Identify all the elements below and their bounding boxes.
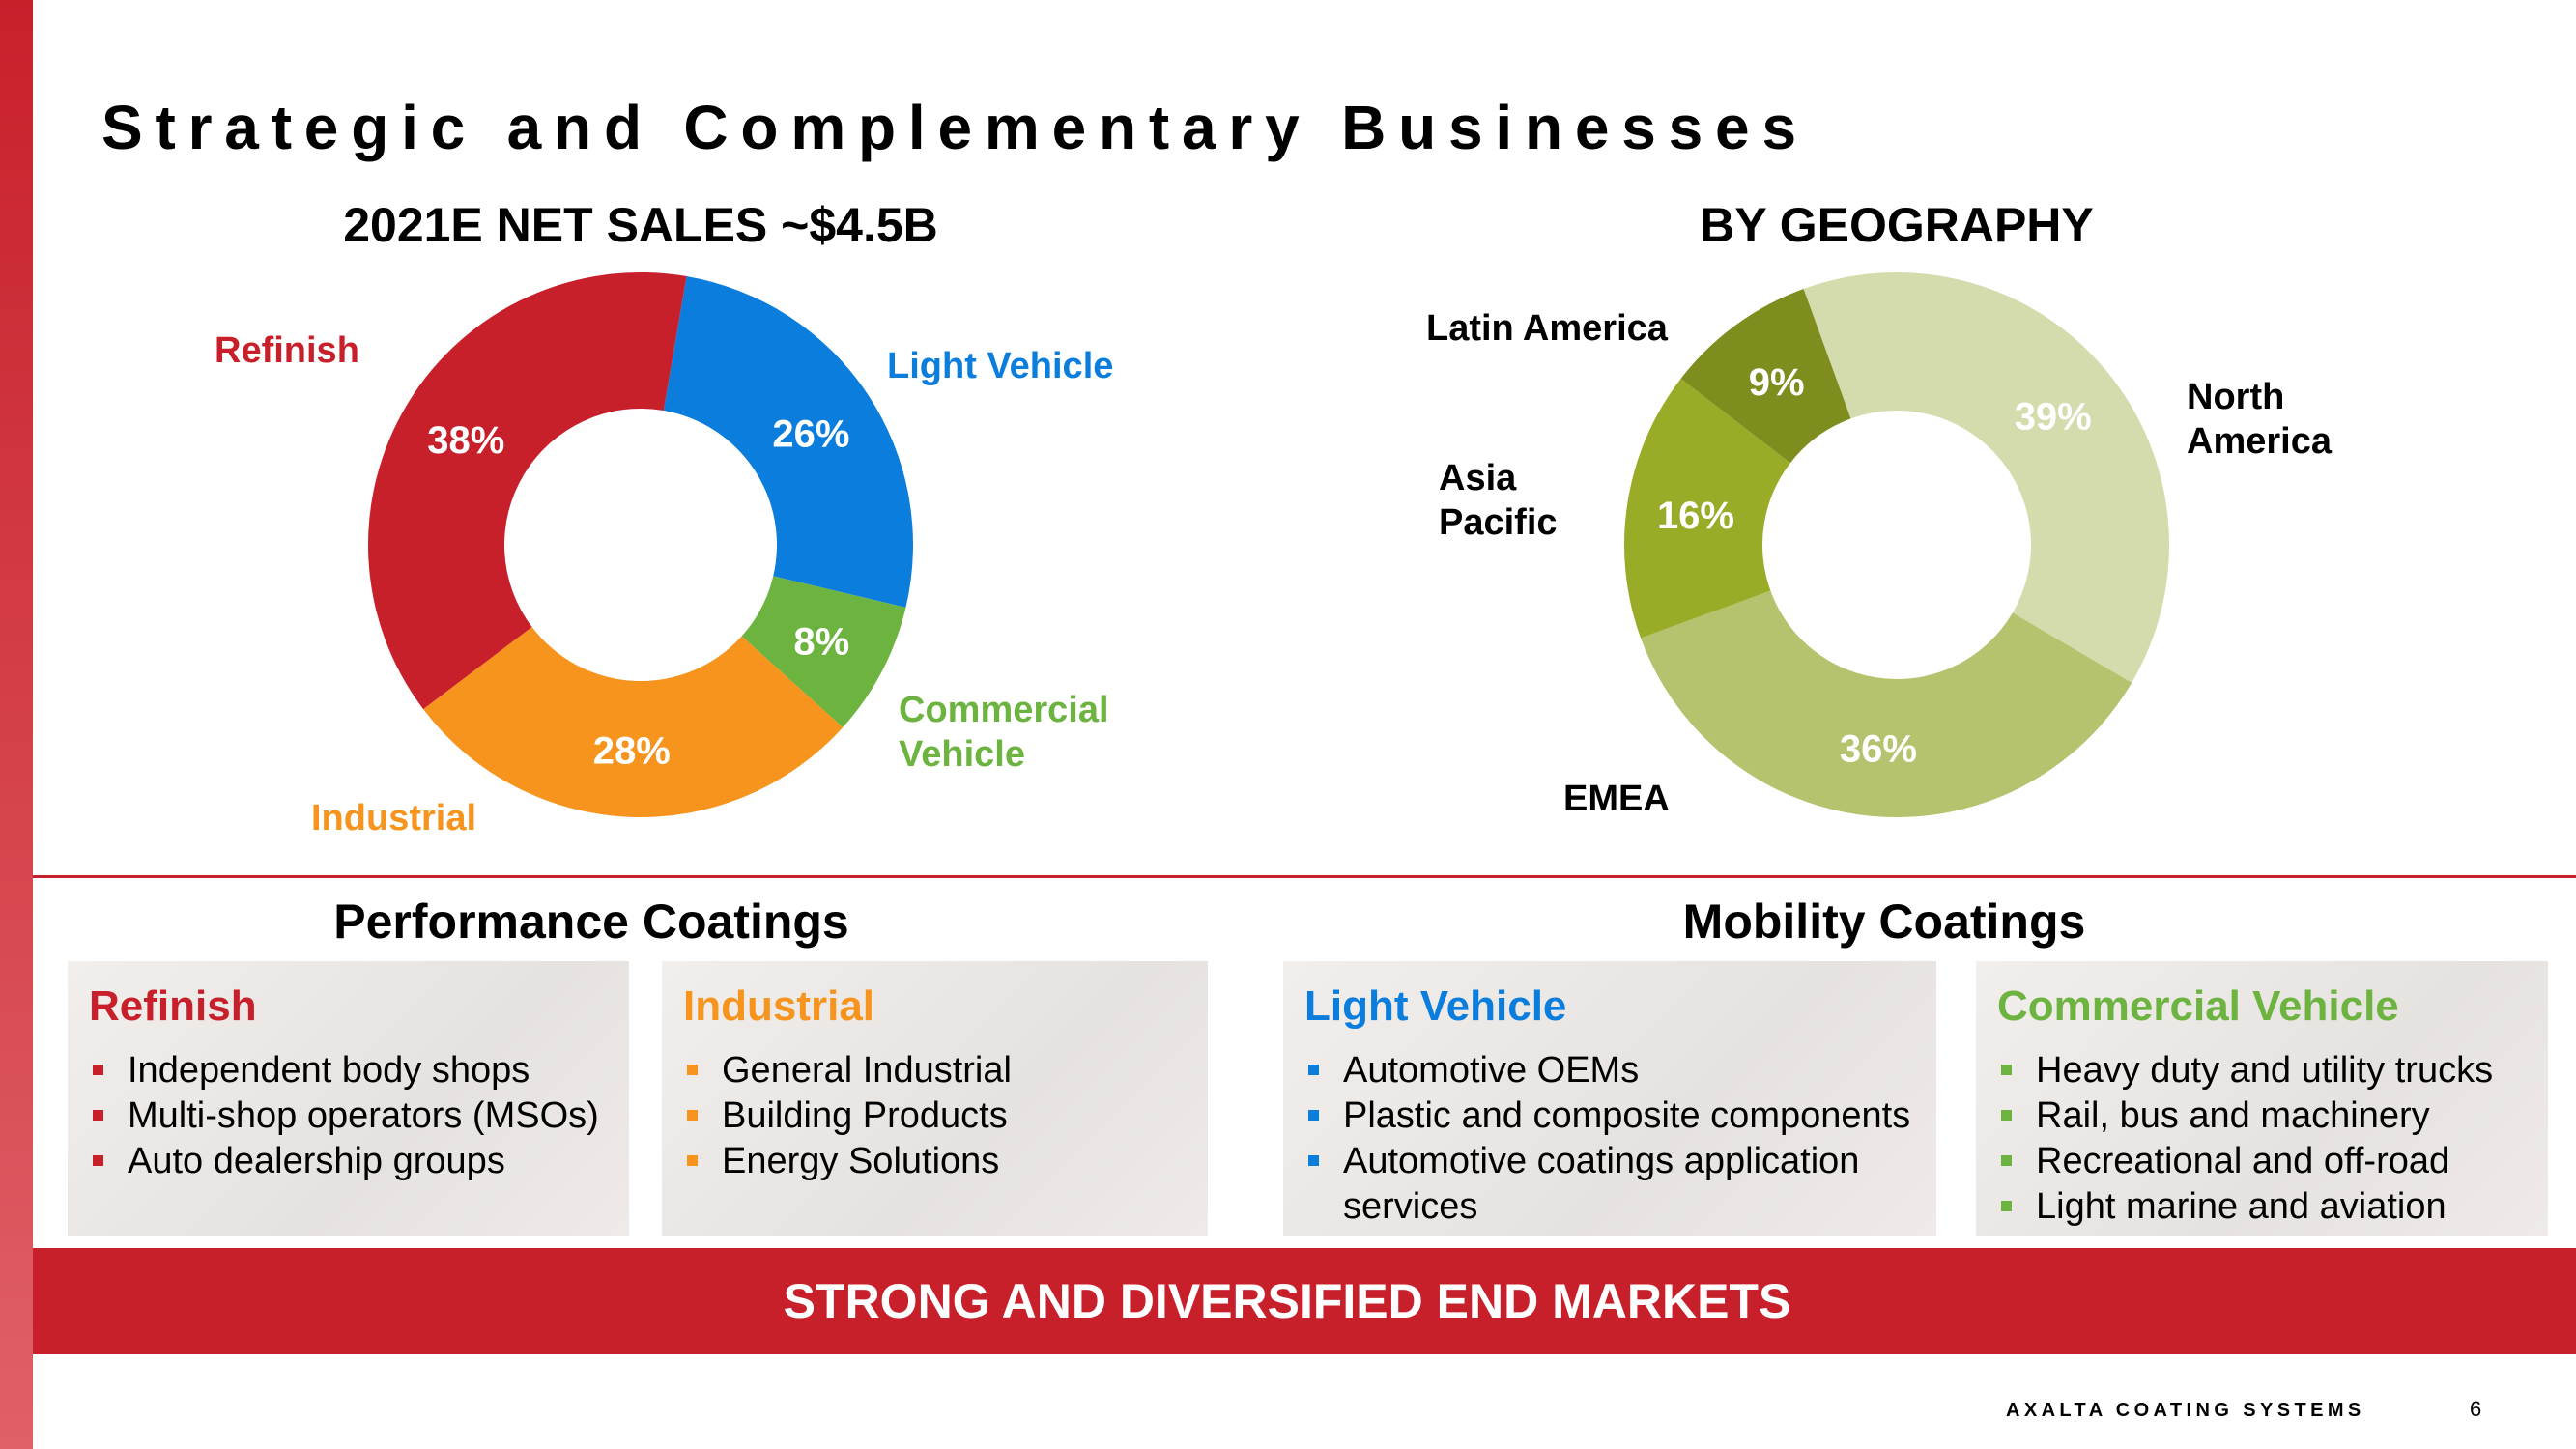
donut-segment: [1803, 272, 2169, 683]
category-label: Asia Pacific: [1439, 458, 1558, 543]
bullet-list: Heavy duty and utility trucks Rail, bus a…: [1997, 1048, 2527, 1230]
chart-title: 2021E NET SALES ~$4.5B: [343, 198, 938, 252]
segment-box: Commercial Vehicle Heavy duty and utility…: [1976, 961, 2548, 1236]
segment-title: Refinish: [89, 982, 257, 1030]
bullet-item: Energy Solutions: [683, 1139, 1187, 1184]
value-label: 16%: [1657, 495, 1734, 537]
separator: [33, 875, 2576, 878]
bullet-item: Light marine and aviation: [1997, 1184, 2527, 1230]
value-label: 8%: [793, 620, 849, 663]
charts: 2021E NET SALES ~$4.5B 26% 8% 28% 38% BY GEOG…: [343, 198, 2169, 817]
donut-segment: [368, 271, 687, 710]
category-label: Latin America: [1426, 308, 1668, 349]
segment-box: Light Vehicle Automotive OEMs Plastic and …: [1283, 961, 1936, 1236]
category-label: North America: [2187, 377, 2332, 462]
bullet-item: General Industrial: [683, 1048, 1187, 1094]
bullet-list: General Industrial Building Products Energ…: [683, 1048, 1187, 1184]
section-title: Mobility Coatings: [1682, 895, 2086, 949]
slide-title: Strategic and Complementary Businesses: [101, 93, 1809, 162]
bullet-item: Rail, bus and machinery: [1997, 1094, 2527, 1139]
banner: STRONG AND DIVERSIFIED END MARKETS: [33, 1248, 2576, 1354]
sidebar: [0, 0, 33, 1449]
segment-title: Light Vehicle: [1304, 982, 1567, 1030]
bullet-item: Plastic and composite components: [1304, 1094, 1915, 1139]
category-label: Commercial Vehicle: [899, 690, 1109, 775]
donut-segment: [423, 627, 844, 817]
value-label: 36%: [1840, 728, 1917, 771]
segment-box: Industrial General Industrial Building Pro…: [662, 961, 1208, 1236]
category-label: Light Vehicle: [887, 346, 1114, 386]
bullet-item: Recreational and off-road: [1997, 1139, 2527, 1184]
value-label: 9%: [1749, 361, 1805, 404]
bullet-item: Automotive coatings application services: [1304, 1139, 1915, 1230]
bullet-item: Heavy duty and utility trucks: [1997, 1048, 2527, 1094]
chart-title: BY GEOGRAPHY: [1700, 198, 2094, 252]
donut-segment: [663, 276, 913, 608]
bullet-item: Auto dealership groups: [89, 1139, 608, 1184]
donut-segment: [1624, 378, 1790, 639]
category-label: EMEA: [1563, 779, 1670, 819]
bullet-item: Independent body shops: [89, 1048, 608, 1094]
category-label: Refinish: [215, 330, 359, 371]
segment-title: Industrial: [683, 982, 875, 1030]
bullet-item: Multi-shop operators (MSOs): [89, 1094, 608, 1139]
page-number: 6: [2470, 1397, 2482, 1421]
donut-segment: [1641, 590, 2132, 817]
donut-segment: [1680, 289, 1851, 464]
value-label: 28%: [593, 729, 671, 772]
value-label: 26%: [772, 412, 849, 455]
bullet-list: Independent body shops Multi-shop operato…: [89, 1048, 608, 1184]
bullet-item: Building Products: [683, 1094, 1187, 1139]
segment-box: Refinish Independent body shops Multi-shop…: [68, 961, 629, 1236]
bullet-item: Automotive OEMs: [1304, 1048, 1915, 1094]
footer-brand: AXALTA COATING SYSTEMS: [2006, 1400, 2365, 1421]
segment-title: Commercial Vehicle: [1997, 982, 2399, 1030]
value-label: 38%: [427, 419, 504, 462]
donut-segment: [741, 576, 906, 728]
bullet-list: Automotive OEMs Plastic and composite com…: [1304, 1048, 1915, 1230]
value-label: 39%: [2015, 395, 2092, 438]
category-label: Industrial: [311, 798, 477, 838]
section-title: Performance Coatings: [333, 895, 849, 949]
